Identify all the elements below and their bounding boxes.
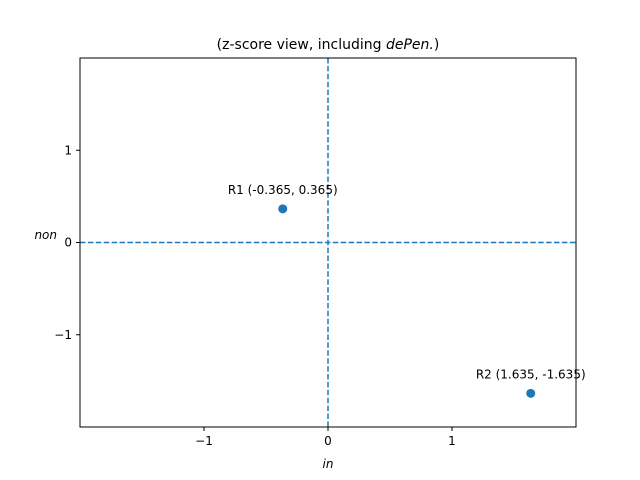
y-tick-label: −1 — [54, 328, 72, 342]
reference-lines — [80, 58, 576, 427]
x-tick-label: −1 — [195, 434, 213, 448]
data-points: R1 (-0.365, 0.365) R2 (1.635, -1.635) — [228, 183, 586, 398]
plot-frame — [79, 57, 577, 428]
data-point-2 — [526, 388, 536, 398]
axis-ticks: −1 0 1 −1 0 1 — [54, 143, 456, 448]
y-axis-label: non — [34, 228, 57, 242]
data-point-1 — [278, 204, 288, 214]
data-point-label-1: R1 (-0.365, 0.365) — [228, 183, 338, 197]
x-tick-label: 0 — [324, 434, 332, 448]
chart-title: (z-score view, including dePen.) — [217, 37, 440, 53]
y-tick-label: 1 — [64, 143, 72, 157]
y-tick-label: 0 — [64, 236, 72, 250]
x-axis-label: in — [323, 457, 334, 471]
x-tick-label: 1 — [448, 434, 456, 448]
data-point-label-2: R2 (1.635, -1.635) — [476, 367, 586, 381]
